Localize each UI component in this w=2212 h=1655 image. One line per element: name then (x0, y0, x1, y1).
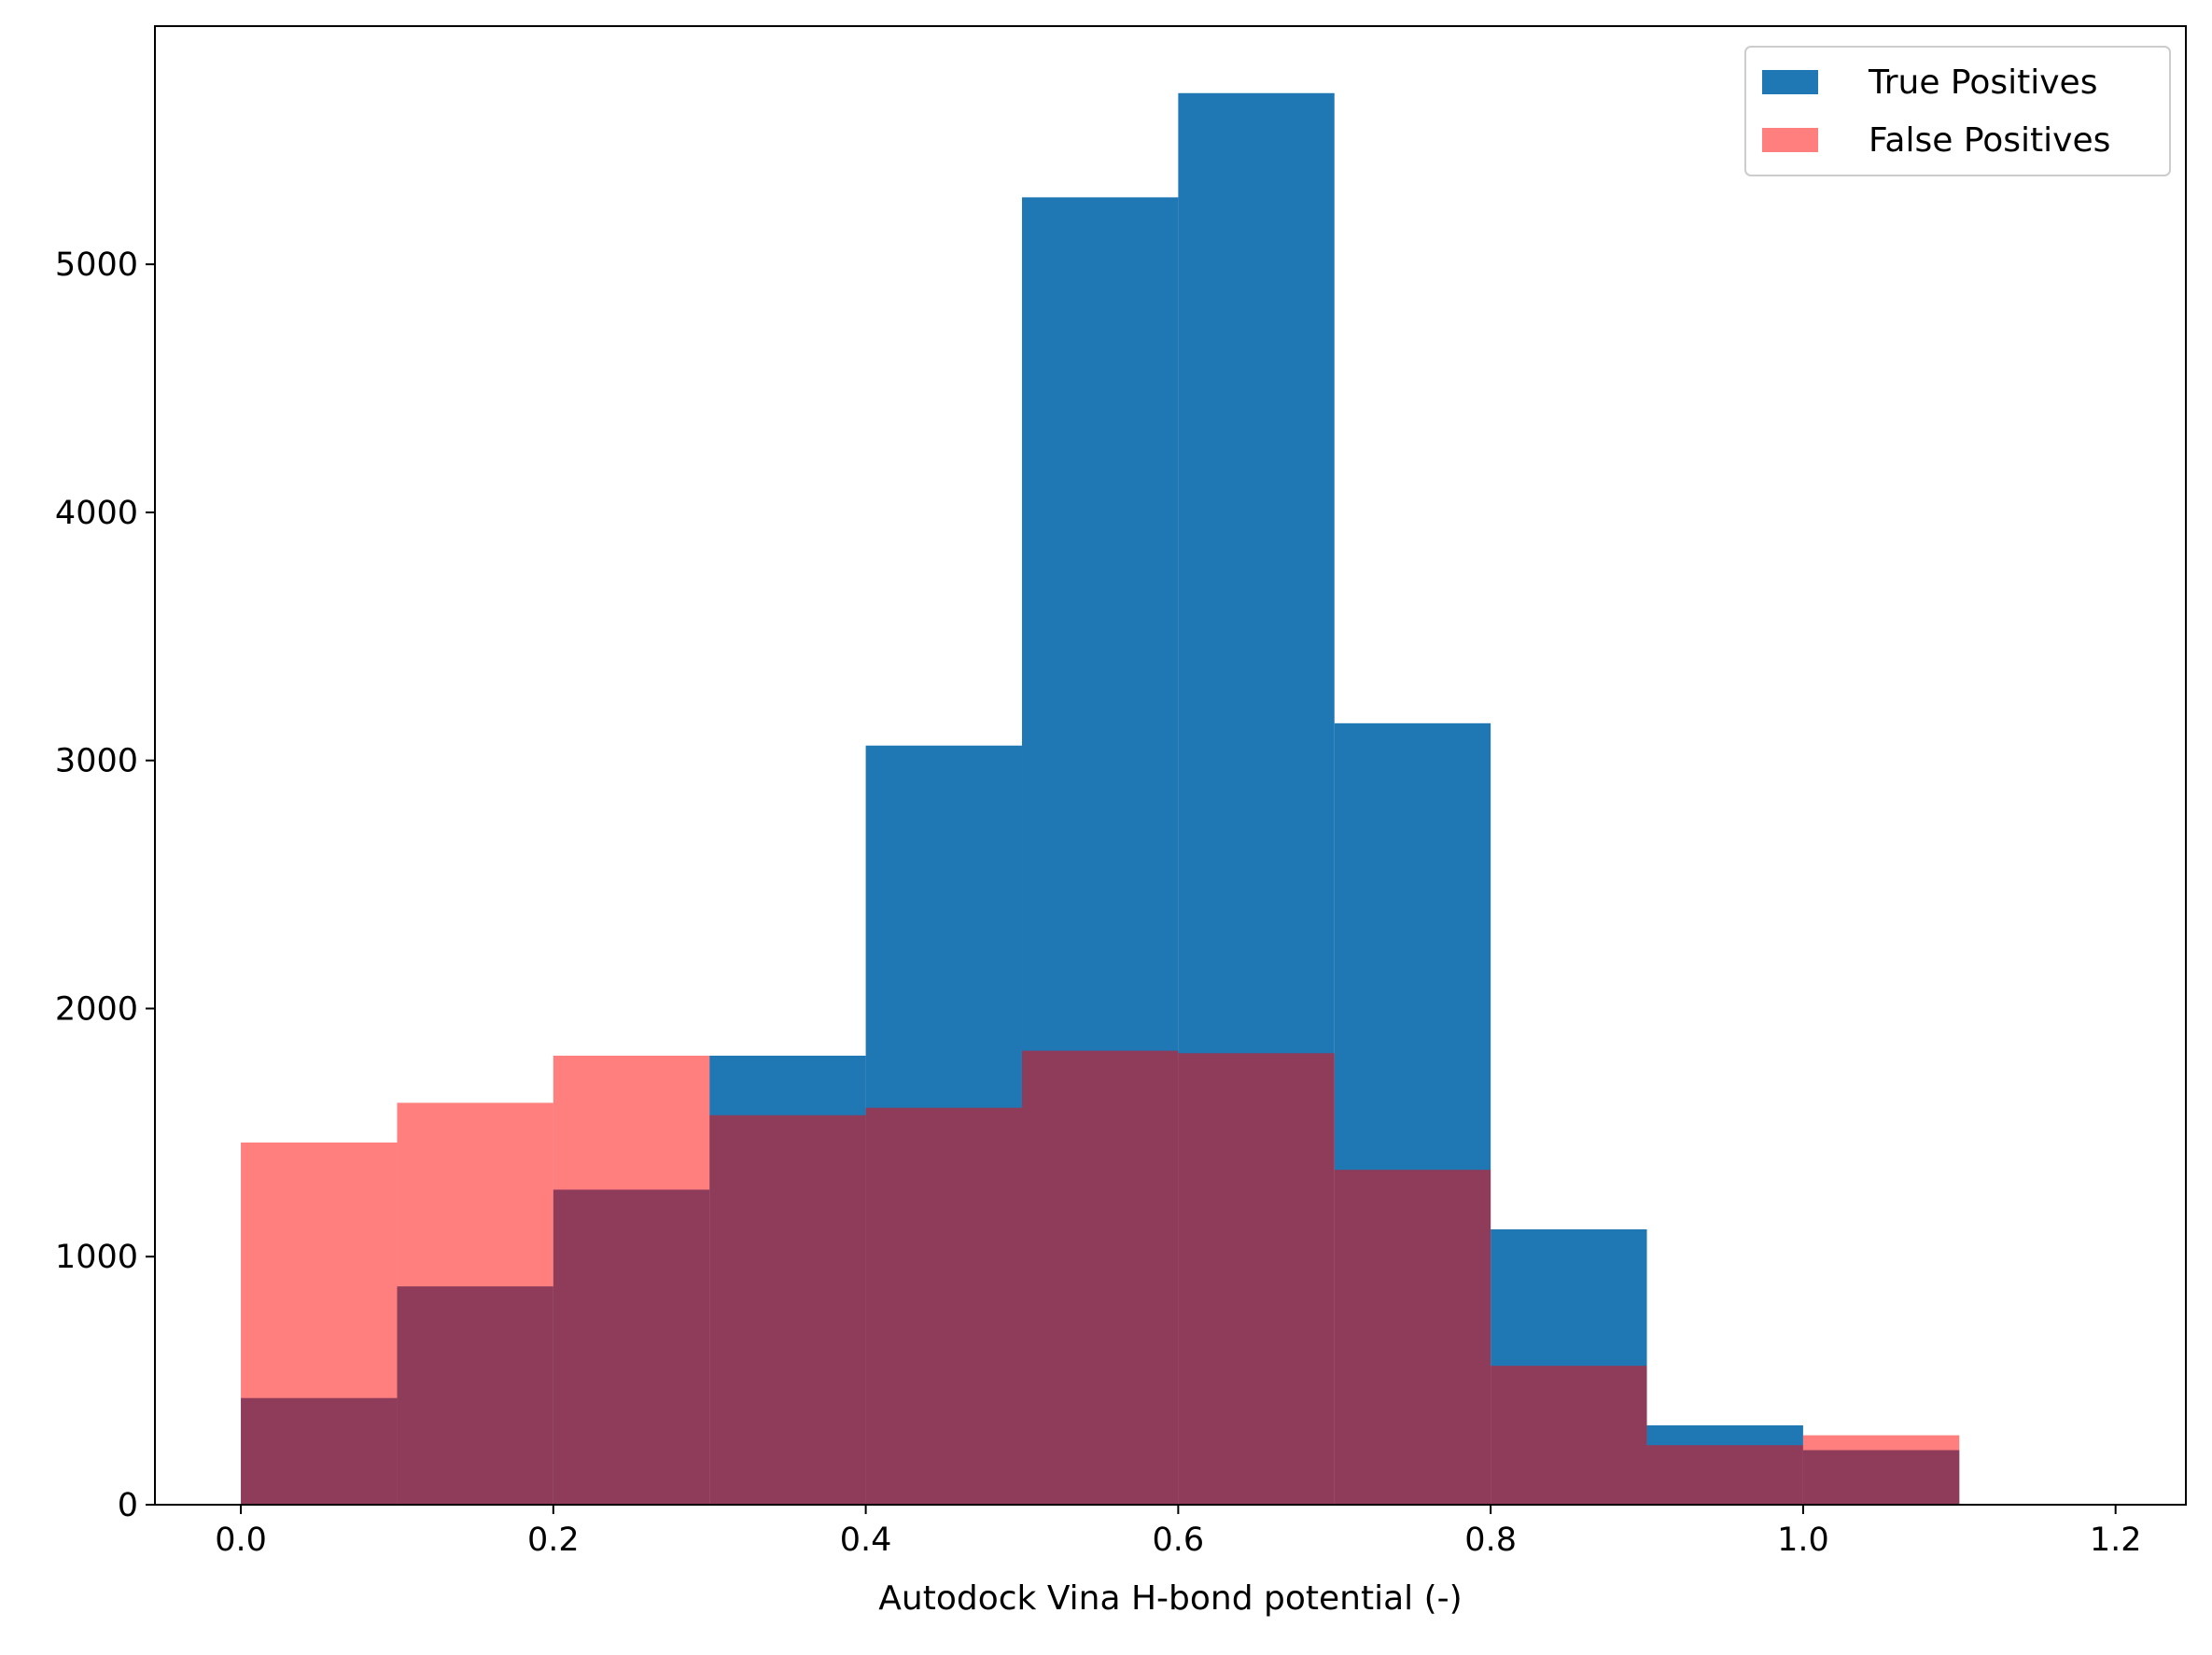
bar (241, 1142, 398, 1505)
y-tick-label: 2000 (55, 990, 138, 1028)
legend-label: False Positives (1869, 121, 2110, 160)
y-tick-label: 3000 (55, 743, 138, 780)
bar (1491, 1366, 1647, 1505)
bar (1646, 1445, 1803, 1505)
bar (1334, 1170, 1491, 1505)
y-tick-label: 4000 (55, 495, 138, 532)
x-tick-label: 1.2 (2090, 1522, 2142, 1559)
x-tick-label: 0.0 (215, 1522, 267, 1559)
legend-box (1744, 46, 2171, 176)
series-1 (241, 1050, 1960, 1505)
bar (397, 1102, 553, 1505)
x-tick-label: 1.0 (1777, 1522, 1829, 1559)
x-tick-label: 0.8 (1464, 1522, 1517, 1559)
bars-layer (241, 92, 1960, 1505)
legend-swatch (1762, 128, 1818, 152)
y-tick-label: 5000 (55, 246, 138, 284)
axes-layer: 0.0 0.2 0.4 0.6 0.8 1.0 1.2 0 1000 2000 3000 4000 50… (55, 25, 2187, 1618)
x-tick-label: 0.4 (840, 1522, 892, 1559)
x-axis-label: Autodock Vina H-bond potential (-) (878, 1579, 1462, 1618)
bar (1021, 1050, 1179, 1505)
legend-label: True Positives (1868, 63, 2097, 102)
x-tick-label: 0.6 (1153, 1522, 1205, 1559)
y-tick-label: 0 (118, 1487, 138, 1524)
bar (1802, 1435, 1960, 1505)
y-tick-label: 1000 (55, 1239, 138, 1276)
legend: True Positives False Positives (1744, 46, 2171, 176)
plot-frame (154, 25, 2187, 1506)
bar (709, 1115, 866, 1505)
legend-swatch (1762, 70, 1818, 94)
bar (865, 1107, 1022, 1505)
bar (1178, 1053, 1335, 1505)
bar (553, 1055, 710, 1505)
x-tick-label: 0.2 (527, 1522, 580, 1559)
